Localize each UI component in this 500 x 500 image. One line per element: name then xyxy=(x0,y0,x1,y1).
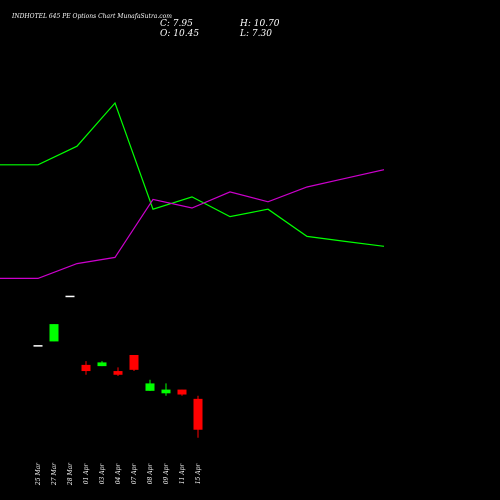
indicator-lines xyxy=(0,101,385,279)
x-tick-label: 27 Mar xyxy=(51,462,58,486)
x-tick-label: 25 Mar xyxy=(35,462,42,486)
x-tick-label: 09 Apr xyxy=(163,463,170,485)
x-tick-label: 15 Apr xyxy=(195,463,202,485)
chart-title: INDHOTEL 645 PE Options Chart MunafaSutr… xyxy=(12,13,172,20)
open-label: O: xyxy=(160,29,171,39)
x-tick-label: 03 Apr xyxy=(99,463,106,485)
candle-08-apr xyxy=(145,379,155,391)
candle-15-apr xyxy=(193,395,203,438)
low-value: 7.30 xyxy=(251,29,272,39)
candle-body xyxy=(65,295,75,298)
x-tick-label: 08 Apr xyxy=(147,463,154,485)
x-axis-ticks: 25 Mar 27 Mar 28 Mar 01 Apr 03 Apr 04 Apr 07 A… xyxy=(35,462,202,486)
indicator-line-2 xyxy=(0,169,385,279)
candle-body xyxy=(49,324,59,342)
candle-body xyxy=(113,371,123,375)
open-value: 10.45 xyxy=(173,29,200,39)
open-readout: O: 10.45 xyxy=(160,29,199,39)
candle-25-mar xyxy=(33,345,43,347)
x-tick-label: 01 Apr xyxy=(83,463,90,485)
candle-body xyxy=(177,389,187,395)
high-readout: H: 10.70 xyxy=(240,19,280,29)
candle-body xyxy=(33,345,43,347)
x-tick-label: 04 Apr xyxy=(115,463,122,485)
candle-04-apr xyxy=(113,367,123,376)
candle-03-apr xyxy=(97,361,107,367)
high-value: 10.70 xyxy=(253,19,280,29)
close-value: 7.95 xyxy=(172,19,193,29)
candle-27-mar xyxy=(49,324,59,342)
candle-09-apr xyxy=(161,383,171,396)
candle-body xyxy=(193,398,203,430)
low-label: L: xyxy=(240,29,250,39)
x-tick-label: 28 Mar xyxy=(67,462,74,486)
low-readout: L: 7.30 xyxy=(240,29,272,39)
indicator-line-1 xyxy=(0,101,385,247)
candle-body xyxy=(161,389,171,394)
candle-body xyxy=(145,383,155,391)
candle-01-apr xyxy=(81,361,91,375)
candle-body xyxy=(81,364,91,372)
x-tick-label: 07 Apr xyxy=(131,463,138,485)
candle-28-mar xyxy=(65,295,75,298)
candle-body xyxy=(129,355,139,370)
close-label: C: xyxy=(160,19,170,29)
close-readout: C: 7.95 xyxy=(160,19,193,29)
high-label: H: xyxy=(240,19,251,29)
candle-11-apr xyxy=(177,389,187,396)
candles xyxy=(33,295,203,438)
x-tick-label: 11 Apr xyxy=(179,463,186,485)
candle-07-apr xyxy=(129,355,139,372)
candle-body xyxy=(97,362,107,367)
